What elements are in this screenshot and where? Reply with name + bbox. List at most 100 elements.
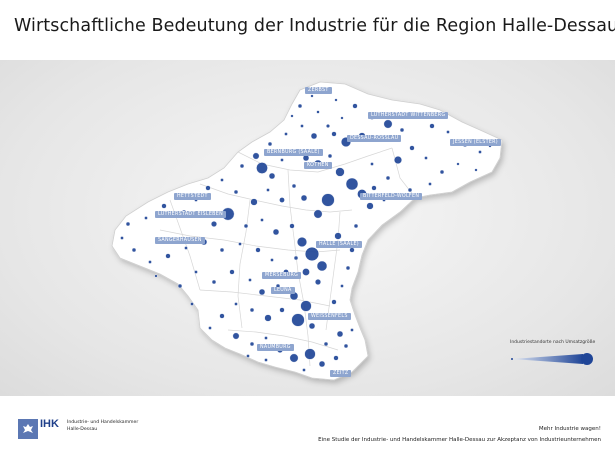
- marker: [345, 265, 351, 271]
- marker: [284, 132, 288, 136]
- marker: [315, 278, 322, 285]
- marker: [456, 162, 460, 166]
- marker: [211, 279, 217, 285]
- marker: [297, 103, 303, 109]
- marker: [370, 162, 374, 166]
- city-label-jessen: JESSEN (ELSTER): [450, 139, 501, 146]
- marker: [424, 156, 428, 160]
- marker: [353, 223, 359, 229]
- logo-line-1: Industrie- und Handelskammer: [67, 420, 139, 425]
- marker: [131, 247, 137, 253]
- marker: [331, 299, 337, 305]
- marker: [165, 253, 171, 259]
- marker: [308, 322, 316, 330]
- marker: [289, 353, 299, 363]
- marker: [302, 268, 310, 276]
- marker: [220, 178, 224, 182]
- region-map: [111, 81, 593, 381]
- legend-large-marker: [581, 353, 593, 365]
- marker: [243, 223, 249, 229]
- marker: [300, 300, 312, 312]
- marker: [366, 202, 374, 210]
- marker: [334, 98, 338, 102]
- marker: [249, 341, 255, 347]
- marker: [246, 354, 250, 358]
- marker: [293, 255, 299, 261]
- marker: [340, 116, 344, 120]
- marker: [394, 155, 403, 164]
- city-label-wittenberg: LUTHERSTADT WITTENBERG: [368, 112, 449, 119]
- marker: [399, 127, 405, 133]
- marker: [219, 247, 225, 253]
- city-label-naumburg: NAUMBURG: [257, 344, 294, 351]
- marker: [219, 313, 225, 319]
- marker: [161, 203, 167, 209]
- logo-ihk-text: IHK: [40, 418, 59, 430]
- city-label-halle: HALLE (SAALE): [316, 241, 362, 248]
- marker: [229, 269, 235, 275]
- marker: [250, 198, 258, 206]
- legend-label: Industriestandorte nach Umsatzgröße: [510, 340, 596, 345]
- marker: [190, 302, 194, 306]
- city-label-hettstedt: HETTSTEDT: [174, 193, 211, 200]
- marker: [371, 185, 377, 191]
- marker: [267, 141, 273, 147]
- marker: [323, 341, 329, 347]
- marker: [208, 326, 212, 330]
- marker: [255, 247, 261, 253]
- marker: [290, 114, 294, 118]
- marker: [345, 177, 359, 191]
- marker: [280, 158, 284, 162]
- marker: [313, 209, 323, 219]
- marker: [478, 150, 482, 154]
- marker: [154, 274, 158, 278]
- marker: [125, 221, 131, 227]
- marker: [300, 124, 304, 128]
- marker: [336, 330, 344, 338]
- marker: [258, 288, 266, 296]
- marker: [297, 236, 308, 247]
- marker: [302, 368, 306, 372]
- city-label-merseburg: MERSEBURG: [262, 272, 302, 279]
- marker: [291, 183, 297, 189]
- marker: [334, 232, 342, 240]
- marker: [233, 189, 239, 195]
- marker: [289, 223, 295, 229]
- logo-line-2: Halle-Dessau: [67, 427, 98, 432]
- marker: [340, 284, 344, 288]
- marker: [439, 169, 445, 175]
- marker: [266, 188, 270, 192]
- marker: [385, 175, 391, 181]
- marker: [291, 313, 305, 327]
- legend-wedge: [512, 354, 583, 364]
- footer: [0, 398, 615, 459]
- marker: [310, 132, 318, 140]
- city-label-sangerhausen: SANGERHAUSEN: [155, 237, 205, 244]
- marker: [352, 103, 358, 109]
- city-label-bitterfeld: BITTERFELD-WOLFEN: [360, 193, 423, 200]
- marker: [264, 336, 268, 340]
- marker: [305, 246, 320, 261]
- marker: [279, 197, 285, 203]
- marker: [184, 246, 188, 250]
- marker: [264, 314, 272, 322]
- marker: [316, 110, 320, 114]
- marker: [232, 332, 240, 340]
- legend-small-marker: [511, 358, 513, 360]
- marker: [144, 216, 148, 220]
- eagle-icon: [23, 424, 33, 433]
- marker: [260, 218, 264, 222]
- city-label-bernburg: BERNBURG (SAALE): [264, 149, 323, 156]
- marker: [349, 247, 355, 253]
- marker: [238, 242, 242, 246]
- marker: [474, 168, 478, 172]
- marker: [300, 194, 308, 202]
- city-label-dessau: DESSAU-ROSSLAU: [347, 135, 402, 142]
- marker: [429, 123, 435, 129]
- marker: [333, 355, 339, 361]
- marker: [326, 123, 331, 128]
- marker: [428, 182, 432, 186]
- city-label-eisleben: LUTHERSTADT EISLEBEN: [155, 211, 226, 218]
- marker: [279, 307, 285, 313]
- legend-graphic: [511, 353, 593, 365]
